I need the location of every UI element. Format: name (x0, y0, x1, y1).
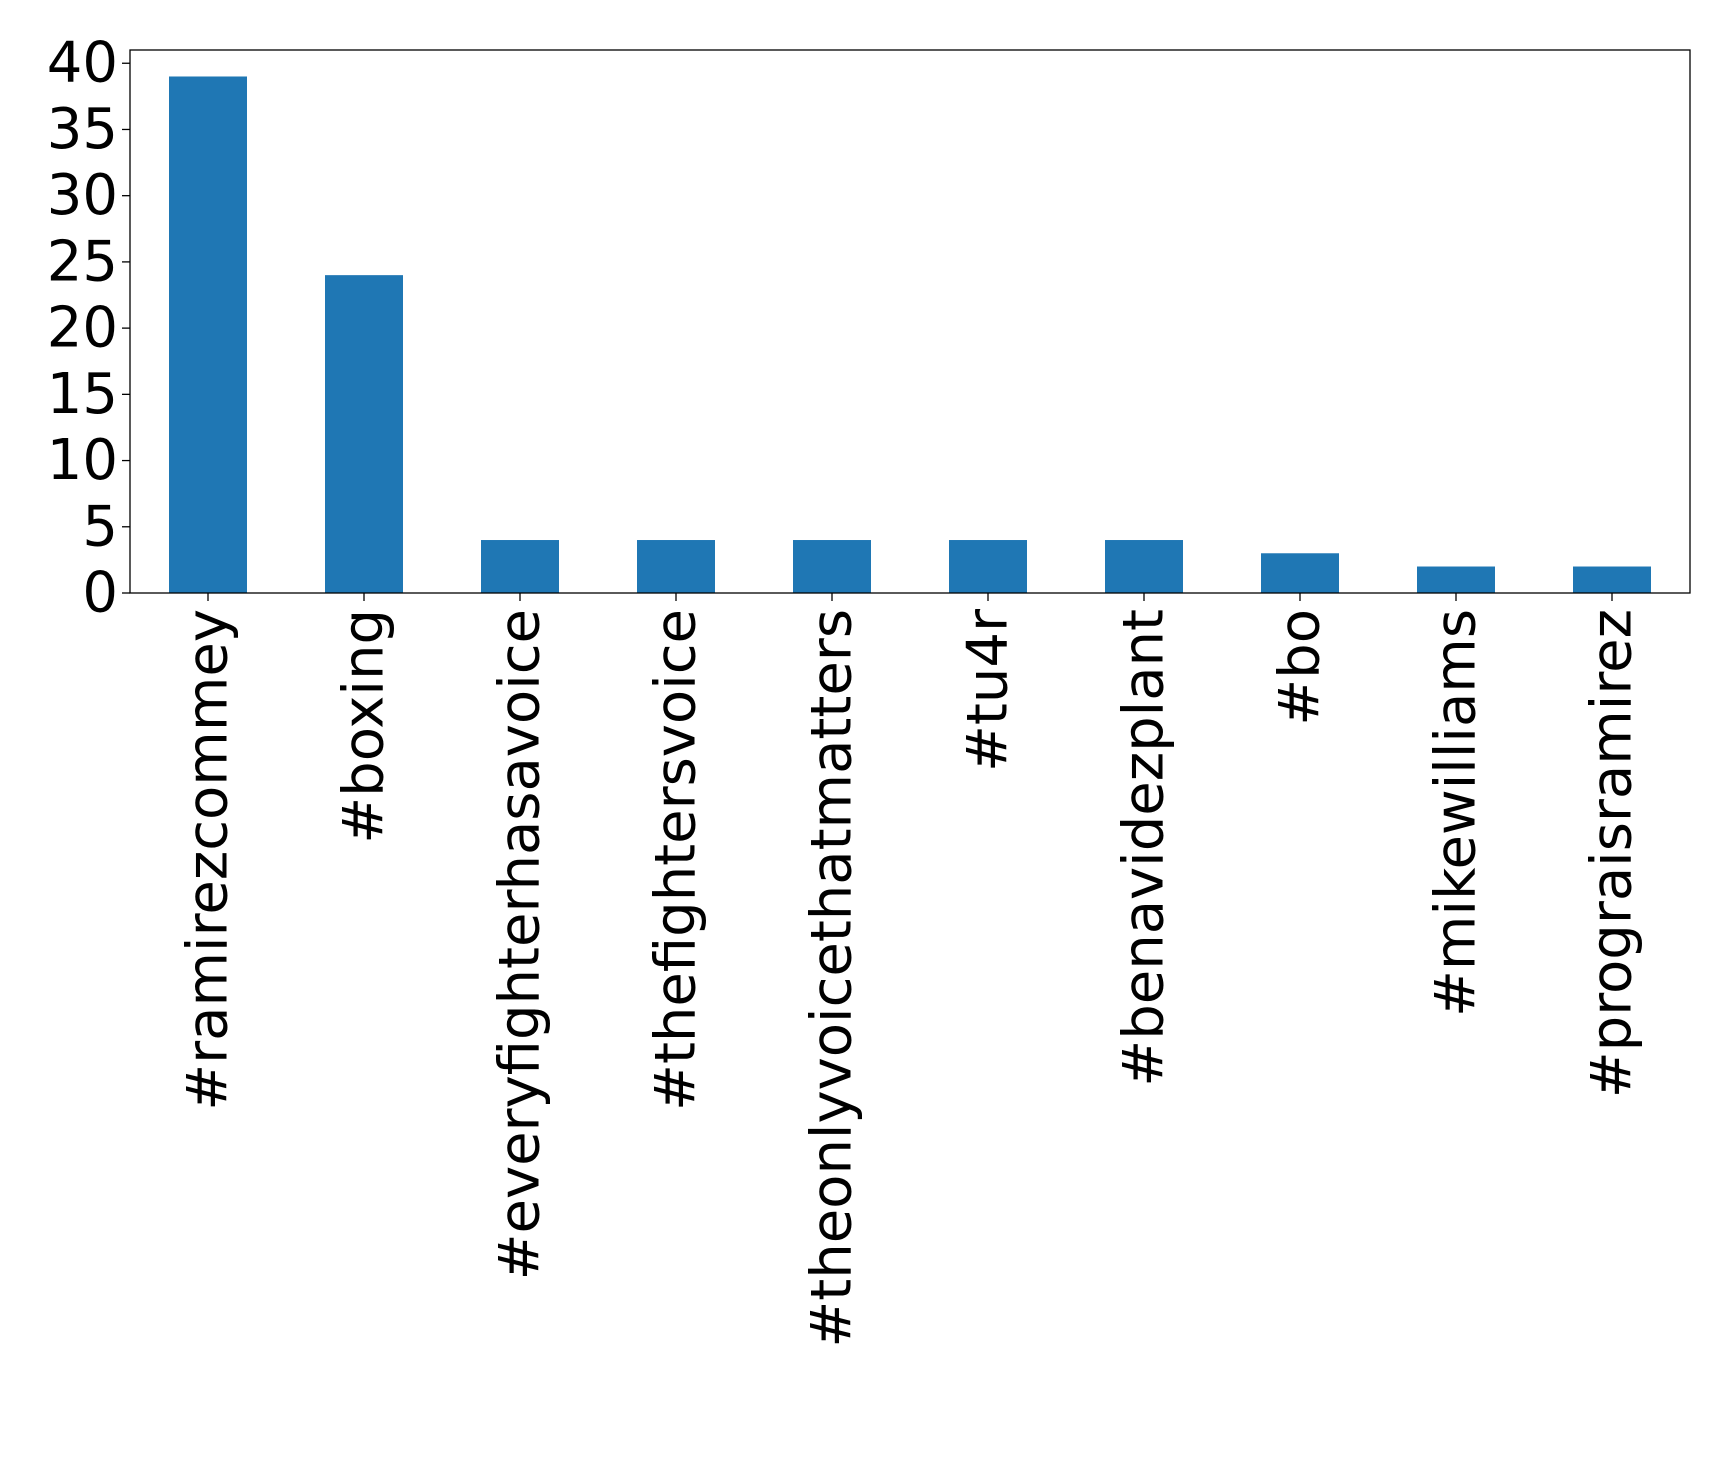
bar-prograisramirez (1573, 566, 1651, 593)
bar-thefightersvoice (637, 540, 715, 593)
y-tick-label: 40 (47, 31, 118, 96)
y-tick-label: 30 (47, 163, 118, 228)
bar-bo (1261, 553, 1339, 593)
bar-tu4r (949, 540, 1027, 593)
y-tick-label: 10 (47, 428, 118, 493)
x-tick-label: #boxing (332, 609, 397, 844)
x-tick-label: #ramirezcommey (176, 609, 241, 1111)
bar-mikewilliams (1417, 566, 1495, 593)
y-tick-label: 35 (47, 97, 118, 162)
x-tick-label: #theonlyvoicethatmatters (800, 609, 865, 1348)
x-tick-label: #thefightersvoice (644, 609, 709, 1111)
bar-theonlyvoicethatmatters (793, 540, 871, 593)
x-tick-label: #bo (1268, 609, 1333, 726)
plot-frame (129, 49, 1691, 594)
y-tick-label: 5 (82, 494, 118, 559)
bar-everyfighterhasavoice (481, 540, 559, 593)
y-tick-label: 20 (47, 296, 118, 361)
y-tick-label: 15 (47, 362, 118, 427)
bar-boxing (325, 275, 403, 593)
x-tick-label: #prograisramirez (1580, 609, 1645, 1098)
x-tick-label: #benavidezplant (1112, 609, 1177, 1087)
x-axis: #ramirezcommey #boxing #everyfighterhasavo… (176, 593, 1645, 1348)
bar-ramirezcommey (169, 76, 247, 594)
bars-group (169, 76, 1651, 594)
x-tick-label: #everyfighterhasavoice (488, 609, 553, 1280)
x-tick-label: #mikewilliams (1424, 609, 1489, 1017)
y-tick-label: 0 (82, 561, 118, 626)
bar-benavidezplant (1105, 540, 1183, 593)
x-tick-label: #tu4r (956, 608, 1021, 772)
y-tick-label: 25 (47, 229, 118, 294)
